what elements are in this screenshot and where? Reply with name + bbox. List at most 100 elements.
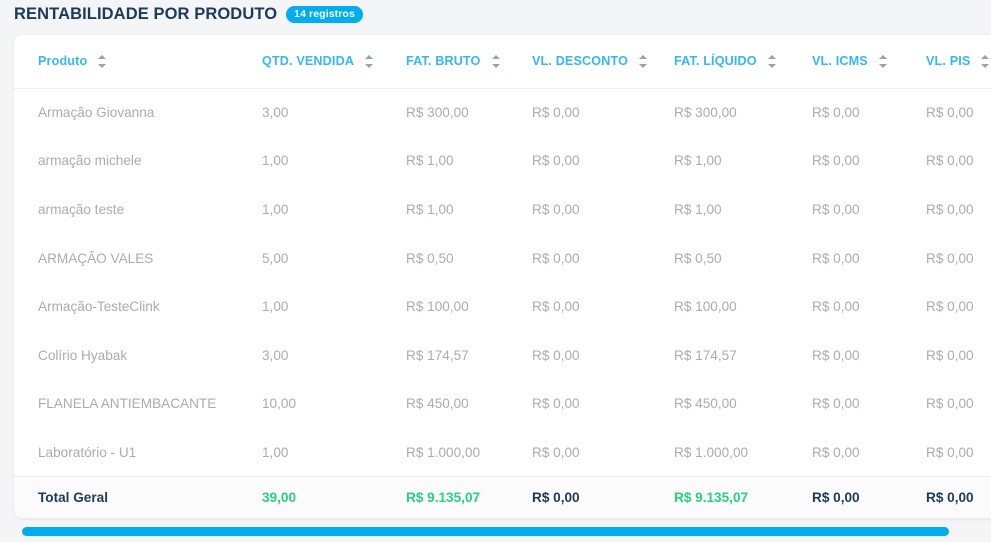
cell-produto: FLANELA ANTIEMBACANTE [38,396,217,412]
cell-bruto: R$ 1,00 [406,153,454,169]
total-fat-bruto: R$ 9.135,07 [382,476,508,518]
cell-desc: R$ 0,00 [532,444,580,460]
cell-liq: R$ 1,00 [674,153,722,169]
cell-icms: R$ 0,00 [812,347,860,363]
cell-pis: R$ 0,00 [926,396,974,412]
column-header-label-vl-pis: VL. PIS [926,54,971,69]
page-title: RENTABILIDADE POR PRODUTO [14,4,278,23]
cell-icms: R$ 0,00 [812,105,860,121]
cell-icms: R$ 0,00 [812,201,860,217]
table-footer: Total Geral 39,00 R$ 9.135,07 R$ 0,00 R$… [14,476,991,518]
cell-pis: R$ 0,00 [926,153,974,169]
total-vl-desconto: R$ 0,00 [508,476,650,518]
column-header-produto[interactable]: Produto [14,35,238,89]
page-header: RENTABILIDADE POR PRODUTO 14 registros [14,2,363,26]
table-row[interactable]: FLANELA ANTIEMBACANTE 10,00 R$ 450,00 R$ 0,… [14,380,991,429]
cell-icms: R$ 0,00 [812,250,860,266]
cell-bruto: R$ 300,00 [406,105,469,121]
cell-liq: R$ 1,00 [674,201,722,217]
cell-bruto: R$ 450,00 [406,396,469,412]
total-label: Total Geral [14,476,238,518]
total-row: Total Geral 39,00 R$ 9.135,07 R$ 0,00 R$… [14,476,991,518]
cell-qtd: 1,00 [262,201,289,217]
cell-liq: R$ 300,00 [674,105,737,121]
column-header-label-produto: Produto [38,54,88,69]
column-header-label-vl-desconto: VL. DESCONTO [532,54,629,69]
cell-desc: R$ 0,00 [532,201,580,217]
cell-produto: armação michele [38,153,142,169]
cell-desc: R$ 0,00 [532,299,580,315]
total-fat-liquido: R$ 9.135,07 [650,476,788,518]
cell-desc: R$ 0,00 [532,105,580,121]
table-row[interactable]: Laboratório - U1 1,00 R$ 1.000,00 R$ 0,00 R$… [14,428,991,477]
cell-produto: ARMAÇÃO VALES [38,250,154,266]
table-row[interactable]: armação teste 1,00 R$ 1,00 R$ 0,00 R$ 1,00 R$… [14,185,991,234]
sort-icon[interactable] [639,54,648,68]
cell-pis: R$ 0,00 [926,201,974,217]
cell-qtd: 10,00 [262,396,297,412]
cell-desc: R$ 0,00 [532,250,580,266]
sort-icon[interactable] [98,54,107,68]
table-row[interactable]: armação michele 1,00 R$ 1,00 R$ 0,00 R$ 1,00… [14,137,991,186]
cell-pis: R$ 0,00 [926,444,974,460]
sort-icon[interactable] [767,54,777,68]
cell-icms: R$ 0,00 [812,396,860,412]
table-header: Produto QTD. VENDIDA FAT. BRUTO [14,35,991,89]
table-horizontal-scrollbar-thumb[interactable] [22,527,949,536]
cell-produto: Armação Giovanna [38,105,155,121]
record-count-badge: 14 registros [286,5,363,23]
column-header-label-fat-bruto: FAT. BRUTO [406,54,481,69]
sort-icon[interactable] [878,54,888,68]
cell-qtd: 3,00 [262,105,289,121]
sort-icon[interactable] [491,54,501,68]
cell-bruto: R$ 174,57 [406,347,469,363]
report-card: Produto QTD. VENDIDA FAT. BRUTO [14,35,991,518]
cell-liq: R$ 174,57 [674,347,737,363]
cell-liq: R$ 1.000,00 [674,444,749,460]
column-header-fat-bruto[interactable]: FAT. BRUTO [382,35,508,89]
cell-icms: R$ 0,00 [812,444,860,460]
table-row[interactable]: Armação-TesteClink 1,00 R$ 100,00 R$ 0,00 R$… [14,282,991,331]
column-header-label-qtd-vendida: QTD. VENDIDA [262,54,355,69]
cell-qtd: 1,00 [262,444,289,460]
cell-liq: R$ 450,00 [674,396,737,412]
cell-bruto: R$ 1,00 [406,201,454,217]
table-row[interactable]: Colírio Hyabak 3,00 R$ 174,57 R$ 0,00 R$ 174… [14,331,991,380]
cell-desc: R$ 0,00 [532,396,580,412]
total-vl-icms: R$ 0,00 [788,476,902,518]
sort-icon[interactable] [981,54,990,68]
column-header-vl-pis[interactable]: VL. PIS [902,35,991,89]
cell-bruto: R$ 1.000,00 [406,444,481,460]
cell-produto: Laboratório - U1 [38,444,137,460]
cell-desc: R$ 0,00 [532,347,580,363]
table-row[interactable]: ARMAÇÃO VALES 5,00 R$ 0,50 R$ 0,00 R$ 0,50 R$… [14,234,991,283]
cell-bruto: R$ 100,00 [406,299,469,315]
profitability-table: Produto QTD. VENDIDA FAT. BRUTO [14,35,991,518]
cell-desc: R$ 0,00 [532,153,580,169]
column-header-qtd-vendida[interactable]: QTD. VENDIDA [238,35,382,89]
table-row[interactable]: Armação Giovanna 3,00 R$ 300,00 R$ 0,00 R$ 3… [14,88,991,137]
cell-pis: R$ 0,00 [926,105,974,121]
total-qtd-vendida: 39,00 [238,476,382,518]
cell-produto: Armação-TesteClink [38,299,160,315]
cell-qtd: 1,00 [262,299,289,315]
sort-icon[interactable] [365,54,374,68]
column-header-vl-icms[interactable]: VL. ICMS [788,35,902,89]
table-body: Armação Giovanna 3,00 R$ 300,00 R$ 0,00 R$ 3… [14,88,991,477]
cell-qtd: 3,00 [262,347,289,363]
column-header-vl-desconto[interactable]: VL. DESCONTO [508,35,650,89]
total-vl-pis: R$ 0,00 [902,476,991,518]
column-header-fat-liquido[interactable]: FAT. LÍQUIDO [650,35,788,89]
cell-produto: Colírio Hyabak [38,347,128,363]
cell-icms: R$ 0,00 [812,153,860,169]
cell-liq: R$ 0,50 [674,250,722,266]
cell-pis: R$ 0,00 [926,347,974,363]
cell-qtd: 1,00 [262,153,289,169]
cell-pis: R$ 0,00 [926,250,974,266]
column-header-label-vl-icms: VL. ICMS [812,54,868,69]
cell-liq: R$ 100,00 [674,299,737,315]
cell-produto: armação teste [38,201,125,217]
cell-pis: R$ 0,00 [926,299,974,315]
cell-icms: R$ 0,00 [812,299,860,315]
